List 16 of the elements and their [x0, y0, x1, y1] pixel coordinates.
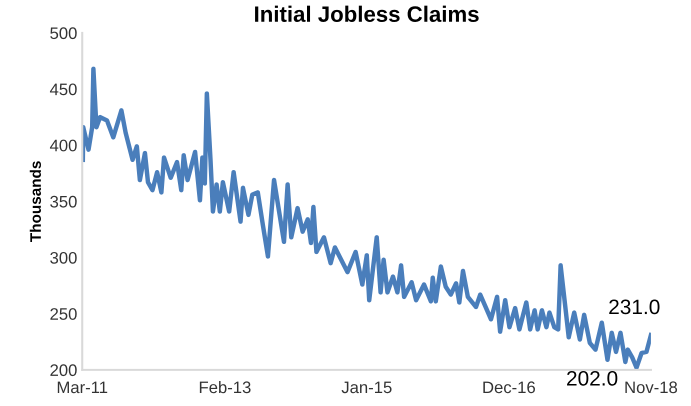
y-axis-title: Thousands	[30, 161, 41, 242]
x-tick-label: Jan-15	[342, 382, 392, 394]
x-tick-label: Dec-16	[483, 381, 535, 394]
x-tick-label: Feb-13	[200, 380, 251, 394]
annotation: 202.0	[567, 370, 618, 386]
y-tick-label: 450	[50, 83, 77, 96]
annotation: 231.0	[609, 300, 660, 314]
x-tick-label: Nov-18	[625, 381, 678, 394]
y-tick-label: 350	[50, 196, 77, 208]
chart-title: Initial Jobless Claims	[255, 6, 479, 22]
y-tick-label: 200	[50, 364, 77, 376]
x-tick-label: Mar-11	[58, 382, 108, 394]
y-tick-label: 250	[50, 308, 77, 320]
y-tick-label: 300	[50, 252, 77, 264]
y-tick-label: 500	[50, 27, 77, 40]
y-tick-label: 400	[50, 140, 77, 152]
